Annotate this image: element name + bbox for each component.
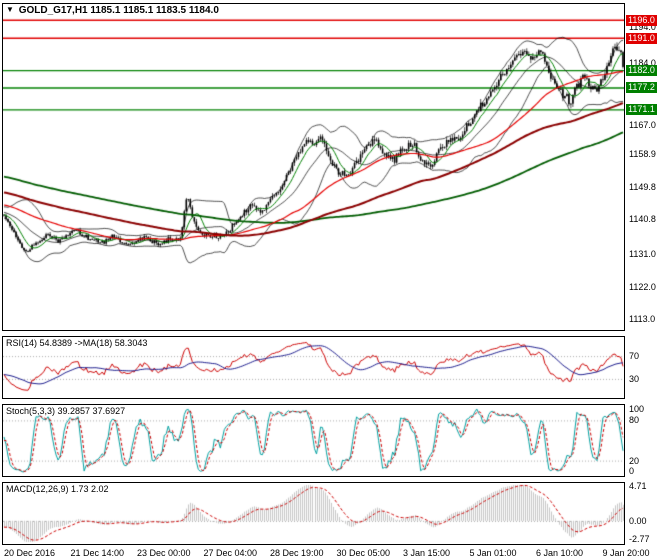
stochastic-panel[interactable]: Stoch(5,3,3) 39.2857 37.6927 bbox=[2, 404, 625, 477]
chart-symbol-period: GOLD_G17,H1 bbox=[18, 5, 88, 16]
price-tick-label: 1194.0 bbox=[629, 22, 656, 33]
stochastic-header: Stoch(5,3,3) 39.2857 37.6927 bbox=[6, 406, 126, 416]
time-axis-label: 20 Dec 2016 bbox=[4, 548, 56, 558]
symbol-marker-icon: ▼ bbox=[6, 5, 14, 14]
support-price-badge: 1182.0 bbox=[626, 65, 657, 77]
time-axis-label: 23 Dec 00:00 bbox=[137, 548, 191, 558]
price-tick-label: 1131.0 bbox=[629, 249, 656, 260]
price-tick-label: 1184.0 bbox=[629, 58, 656, 69]
price-tick-label: 1158.9 bbox=[629, 148, 656, 159]
time-axis-label: 21 Dec 14:00 bbox=[70, 548, 125, 558]
macd-tick-label: 4.71 bbox=[629, 481, 647, 491]
rsi-header: RSI(14) 54.8389 ->MA(18) 58.3043 bbox=[6, 338, 148, 348]
chart-title: ▼ GOLD_G17,H1 1185.1 1185.1 1183.5 1184.… bbox=[6, 5, 219, 16]
stoch-tick-label: 0 bbox=[629, 466, 635, 476]
time-axis-label: 27 Dec 04:00 bbox=[203, 548, 258, 558]
time-axis-label: 5 Jan 01:00 bbox=[469, 548, 517, 558]
macd-tick-label: 0.00 bbox=[629, 515, 647, 526]
rsi-tick-label: 30 bbox=[629, 373, 640, 384]
price-tick-label: 1140.8 bbox=[629, 214, 656, 225]
price-chart-panel[interactable]: ▼ GOLD_G17,H1 1185.1 1185.1 1183.5 1184.… bbox=[2, 3, 625, 331]
time-axis-label: 28 Dec 19:00 bbox=[270, 548, 324, 558]
rsi-canvas[interactable] bbox=[3, 337, 624, 398]
price-tick-label: 1113.0 bbox=[629, 314, 656, 325]
price-tick-label: 1149.8 bbox=[629, 181, 656, 192]
rsi-panel[interactable]: RSI(14) 54.8389 ->MA(18) 58.3043 bbox=[2, 336, 625, 399]
resistance-price-badge: 1196.0 bbox=[626, 14, 657, 26]
chart-ohlc-values: 1185.1 1185.1 1183.5 1184.0 bbox=[90, 5, 219, 16]
macd-canvas[interactable] bbox=[3, 483, 624, 544]
time-axis-label: 30 Dec 05:00 bbox=[336, 548, 391, 558]
price-tick-label: 1167.0 bbox=[629, 119, 656, 130]
time-axis-label: 9 Jan 20:00 bbox=[602, 548, 650, 558]
price-chart-canvas[interactable] bbox=[3, 4, 624, 330]
time-axis-label: 3 Jan 15:00 bbox=[403, 548, 451, 558]
support-price-badge: 1177.2 bbox=[626, 82, 657, 94]
stochastic-canvas[interactable] bbox=[3, 405, 624, 476]
stoch-tick-label: 100 bbox=[629, 404, 645, 414]
stoch-tick-label: 80 bbox=[629, 415, 640, 426]
time-axis-label: 6 Jan 10:00 bbox=[536, 548, 584, 558]
macd-tick-label: -2.77 bbox=[629, 534, 650, 544]
support-price-badge: 1171.1 bbox=[626, 104, 657, 116]
resistance-price-badge: 1191.0 bbox=[626, 32, 657, 44]
macd-header: MACD(12,26,9) 1.73 2.02 bbox=[6, 484, 109, 494]
rsi-tick-label: 70 bbox=[629, 351, 640, 362]
stoch-tick-label: 20 bbox=[629, 455, 640, 466]
macd-panel[interactable]: MACD(12,26,9) 1.73 2.02 bbox=[2, 482, 625, 545]
price-tick-label: 1122.0 bbox=[629, 281, 656, 292]
